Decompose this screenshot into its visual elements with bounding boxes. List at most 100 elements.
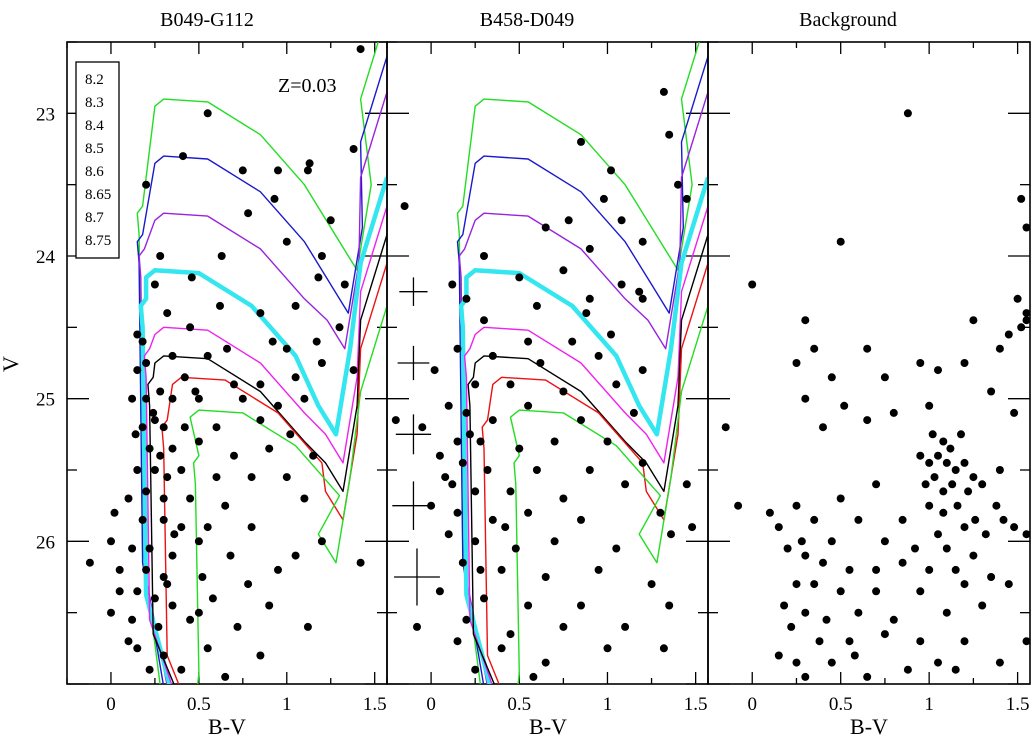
star-point: [957, 430, 965, 439]
star-point: [836, 494, 845, 503]
star-point: [978, 480, 987, 489]
isochrone-8-5: [138, 176, 387, 684]
star-point: [665, 601, 674, 610]
star-point: [559, 622, 568, 631]
star-point: [921, 480, 930, 489]
star-point: [872, 565, 881, 574]
star-point: [960, 523, 969, 532]
star-point: [356, 558, 365, 567]
star-point: [1017, 194, 1026, 203]
star-point: [939, 487, 948, 496]
star-point: [951, 665, 960, 674]
star-point: [480, 594, 488, 603]
star-point: [142, 394, 151, 403]
star-point: [177, 665, 186, 674]
star-point: [233, 622, 242, 631]
star-point: [163, 580, 172, 589]
star-point: [349, 366, 358, 375]
star-point: [170, 530, 179, 539]
star-point: [435, 587, 444, 596]
star-point: [911, 544, 919, 553]
star-point: [617, 216, 626, 225]
panel-b458-d049: 0 0.5 1 1.5: [386, 41, 709, 715]
star-point: [159, 651, 168, 660]
star-point: [863, 344, 872, 353]
star-point: [594, 351, 603, 360]
isochrone-8-75: [509, 305, 708, 684]
star-point: [612, 380, 621, 389]
star-point: [774, 651, 783, 660]
star-point: [564, 216, 573, 225]
star-point: [992, 501, 1001, 510]
star-point: [300, 494, 309, 503]
star-point: [511, 544, 520, 553]
star-point: [524, 401, 533, 410]
star-point: [840, 401, 849, 410]
star-point: [582, 309, 591, 318]
star-point: [942, 458, 951, 467]
star-point: [453, 344, 462, 353]
star-point: [939, 437, 948, 446]
star-point: [880, 630, 889, 639]
metallicity-annotation: Z=0.03: [278, 75, 337, 97]
star-point: [836, 587, 845, 596]
star-point: [317, 252, 326, 260]
star-point: [845, 565, 854, 574]
star-point: [191, 387, 200, 396]
star-point: [309, 451, 318, 460]
star-point: [665, 130, 674, 139]
star-point: [286, 430, 295, 439]
star-point: [995, 344, 1004, 353]
star-point: [819, 558, 827, 567]
star-point: [898, 515, 907, 524]
star-point: [138, 337, 147, 346]
star-point: [391, 416, 400, 425]
star-point: [889, 615, 898, 624]
star-point: [515, 444, 524, 453]
star-point: [314, 273, 323, 282]
star-point: [585, 244, 594, 253]
star-point: [448, 480, 457, 489]
isochrone-8-6: [463, 205, 708, 684]
star-point: [854, 515, 863, 524]
star-point: [256, 651, 265, 660]
star-point: [960, 580, 969, 589]
star-point: [159, 515, 168, 524]
star-point: [617, 280, 626, 289]
star-point: [238, 394, 247, 403]
star-point: [1022, 223, 1031, 232]
star-point: [1004, 580, 1013, 589]
star-point: [872, 587, 881, 596]
star-point: [951, 466, 960, 474]
star-point: [145, 665, 154, 674]
star-point: [585, 466, 594, 474]
star-point: [156, 451, 165, 460]
star-point: [317, 537, 326, 546]
star-point: [960, 637, 969, 646]
star-point: [110, 508, 119, 517]
star-point: [168, 351, 177, 360]
star-point: [291, 301, 300, 310]
star-point: [244, 580, 253, 589]
star-point: [792, 580, 801, 589]
star-point: [969, 473, 978, 482]
star-point: [721, 423, 730, 432]
star-point: [168, 444, 177, 453]
star-point: [340, 280, 349, 289]
star-point: [541, 658, 550, 667]
star-point: [585, 294, 594, 303]
star-point: [444, 530, 453, 539]
x-axis-label-panel-1: B-V: [208, 714, 246, 739]
star-point: [925, 565, 934, 574]
star-point: [179, 152, 187, 161]
star-point: [430, 366, 439, 375]
star-point: [942, 544, 951, 553]
star-point: [274, 565, 282, 574]
star-point: [85, 558, 94, 567]
star-point: [783, 544, 792, 553]
star-point: [801, 394, 810, 403]
star-point: [465, 430, 474, 439]
plot-frame: [707, 41, 1031, 685]
star-point: [942, 608, 951, 617]
star-point: [124, 494, 133, 503]
